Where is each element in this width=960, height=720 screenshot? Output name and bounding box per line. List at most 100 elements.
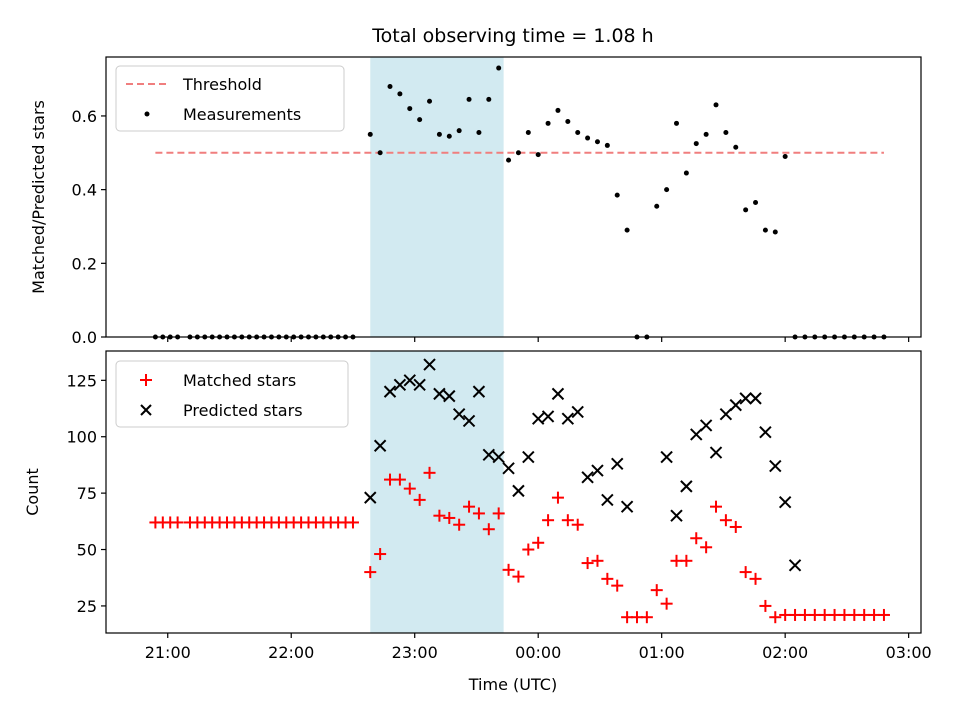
matched-star-point <box>472 507 485 520</box>
predicted-star-point <box>759 426 772 439</box>
predicted-star-point <box>462 414 476 428</box>
top-y-tick-label: 0.6 <box>72 107 97 126</box>
matched-star-point <box>690 532 703 545</box>
matched-star-point <box>640 611 653 624</box>
matched-star-point <box>171 516 184 529</box>
predicted-star-point <box>571 405 584 419</box>
predicted-star-point <box>611 457 624 471</box>
top-panel: Total observing time = 1.08 h 0.00.20.40… <box>29 25 922 347</box>
bottom-legend-box <box>115 360 349 428</box>
matched-star-point <box>660 597 673 610</box>
predicted-star-point <box>541 410 555 423</box>
matched-star-point <box>453 518 466 531</box>
bottom-y-tick-label: 125 <box>66 371 97 390</box>
matched-star-point <box>423 466 436 479</box>
measurement-point <box>436 131 442 137</box>
top-plot-frame <box>105 56 922 338</box>
predicted-star-point <box>739 392 752 405</box>
measurement-point <box>506 157 512 163</box>
legend-threshold-label: Threshold <box>182 75 262 94</box>
matched-star-point <box>364 566 377 579</box>
matched-star-point <box>502 563 515 576</box>
bottom-y-tick-label: 50 <box>77 541 97 560</box>
predicted-star-point <box>364 491 377 504</box>
matched-star-point <box>482 523 495 536</box>
matched-star-point <box>542 514 555 527</box>
predicted-star-point <box>551 387 565 401</box>
predicted-star-point <box>680 480 693 493</box>
matched-star-point <box>413 493 426 506</box>
matched-star-point <box>601 572 614 585</box>
predicted-star-point <box>383 385 397 398</box>
measurement-point <box>555 107 561 113</box>
bottom-y-tick-label: 100 <box>66 428 97 447</box>
predicted-star-point <box>413 378 426 392</box>
predicted-star-point <box>561 412 575 425</box>
matched-star-point <box>443 511 456 524</box>
predicted-star-point <box>373 439 387 452</box>
top-y-tick-label: 0.4 <box>72 181 97 200</box>
predicted-star-point <box>502 462 515 475</box>
predicted-star-point <box>601 493 614 507</box>
measurement-point <box>693 141 699 147</box>
measurement-point <box>525 130 531 136</box>
matched-star-point <box>591 554 604 567</box>
matched-star-point <box>769 611 782 624</box>
predicted-star-point <box>452 407 466 421</box>
measurement-point <box>407 106 413 112</box>
bottom-highlight-span <box>370 351 504 633</box>
measurement-point <box>614 192 620 198</box>
bottom-y-axis-label: Count <box>23 468 42 516</box>
matched-star-point <box>650 584 663 597</box>
matched-star-point <box>522 543 535 556</box>
predicted-star-point <box>403 374 416 387</box>
top-y-tick-label: 0.2 <box>72 254 97 273</box>
predicted-star-point <box>512 484 525 498</box>
legend-measurements-label: Measurements <box>183 105 301 124</box>
predicted-star-point <box>729 398 742 412</box>
measurement-point <box>723 130 729 136</box>
legend-predicted-swatch <box>140 404 152 416</box>
measurement-point <box>456 128 462 134</box>
x-tick-label: 23:00 <box>392 643 438 662</box>
predicted-star-point <box>709 446 723 459</box>
legend-matched-swatch <box>140 374 152 386</box>
top-x-ticks <box>167 337 910 342</box>
measurement-point <box>446 133 452 139</box>
top-legend: Threshold Measurements <box>115 65 345 132</box>
predicted-star-point <box>769 459 782 473</box>
matched-star-point <box>877 608 890 621</box>
matched-star-point <box>532 536 545 549</box>
measurement-point <box>624 227 630 233</box>
x-tick-label: 01:00 <box>639 643 685 662</box>
top-highlight-span <box>370 57 504 337</box>
predicted-star-point <box>788 559 802 572</box>
top-y-tick-label: 0.0 <box>72 328 97 347</box>
measurement-point <box>713 102 719 108</box>
predicted-star-point <box>620 500 634 513</box>
measurement-point <box>594 139 600 145</box>
measurement-point <box>466 96 472 102</box>
matched-star-point <box>611 579 624 592</box>
measurement-point <box>515 150 521 156</box>
top-legend-box <box>115 65 345 132</box>
measurement-point <box>486 96 492 102</box>
x-tick-label: 03:00 <box>886 643 932 662</box>
x-tick-label: 22:00 <box>268 643 314 662</box>
x-tick-label: 02:00 <box>762 643 808 662</box>
matched-star-point <box>512 570 525 583</box>
predicted-star-point <box>690 428 703 441</box>
matched-star-point <box>346 516 359 529</box>
measurement-point <box>683 170 689 176</box>
measurement-point <box>397 91 403 97</box>
measurement-point <box>476 130 482 136</box>
matched-star-point <box>561 514 574 527</box>
measurement-point <box>575 130 581 136</box>
matched-star-point <box>680 554 693 567</box>
matched-star-point <box>719 514 732 527</box>
measurement-point <box>427 98 433 104</box>
matched-star-point <box>433 509 446 522</box>
bottom-y-tick-label: 75 <box>77 484 97 503</box>
bottom-plot-frame <box>105 350 922 634</box>
